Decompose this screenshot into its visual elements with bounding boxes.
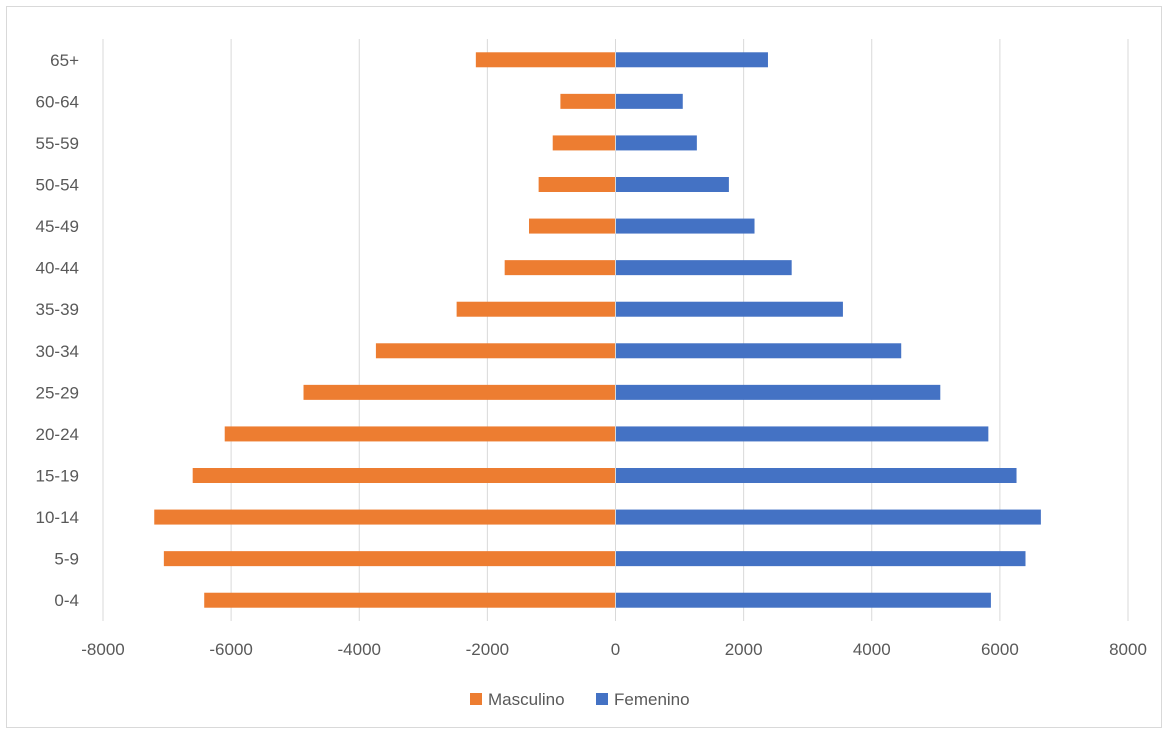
x-tick-label: 0 <box>611 640 620 659</box>
bar-femenino-30-34 <box>615 343 902 359</box>
y-tick-label: 60-64 <box>36 92 79 111</box>
bar-masculino-15-19 <box>192 468 616 483</box>
bar-masculino-65+ <box>475 52 616 68</box>
y-tick-label: 25-29 <box>36 383 79 402</box>
bar-femenino-15-19 <box>615 468 1017 483</box>
bar-masculino-30-34 <box>375 343 616 359</box>
y-tick-label: 35-39 <box>36 300 79 319</box>
bar-masculino-0-4 <box>204 592 616 608</box>
bar-femenino-50-54 <box>615 177 729 192</box>
x-tick-label: -8000 <box>81 640 124 659</box>
y-tick-label: 45-49 <box>36 217 79 236</box>
bar-femenino-45-49 <box>615 218 755 234</box>
legend-label-femenino: Femenino <box>614 690 690 709</box>
y-tick-label: 55-59 <box>36 134 79 153</box>
bar-masculino-20-24 <box>224 426 616 442</box>
y-tick-label: 50-54 <box>36 176 79 195</box>
bar-femenino-55-59 <box>615 135 697 151</box>
bars <box>154 52 1041 608</box>
y-tick-label: 20-24 <box>36 425 79 444</box>
y-tick-label: 65+ <box>50 51 79 70</box>
legend-label-masculino: Masculino <box>488 690 565 709</box>
y-tick-label: 15-19 <box>36 467 79 486</box>
population-pyramid-chart: -8000 -6000 -4000 -2000 0 2000 4000 6000 8000 0-4… <box>36 39 1147 709</box>
bar-femenino-20-24 <box>615 426 989 442</box>
bar-masculino-55-59 <box>552 135 616 151</box>
bar-masculino-25-29 <box>303 384 616 400</box>
bar-masculino-40-44 <box>504 260 616 276</box>
bar-femenino-0-4 <box>615 592 991 608</box>
bar-femenino-65+ <box>615 52 768 68</box>
x-tick-label: -4000 <box>338 640 381 659</box>
legend-swatch-masculino <box>470 693 482 705</box>
x-tick-label: -2000 <box>466 640 509 659</box>
y-tick-label: 30-34 <box>36 342 79 361</box>
x-tick-label: -6000 <box>209 640 252 659</box>
y-tick-label: 10-14 <box>36 508 79 527</box>
bar-femenino-60-64 <box>615 93 683 109</box>
x-tick-label: 2000 <box>725 640 763 659</box>
legend-swatch-femenino <box>596 693 608 705</box>
bar-femenino-25-29 <box>615 384 941 400</box>
y-tick-label: 40-44 <box>36 259 79 278</box>
bar-masculino-35-39 <box>456 301 616 317</box>
legend: Masculino Femenino <box>470 690 690 709</box>
x-tick-label: 8000 <box>1109 640 1147 659</box>
bar-masculino-60-64 <box>560 93 616 109</box>
y-tick-label: 0-4 <box>54 591 79 610</box>
bar-femenino-5-9 <box>615 551 1026 567</box>
bar-masculino-5-9 <box>163 551 616 567</box>
bar-masculino-50-54 <box>538 177 616 192</box>
bar-femenino-10-14 <box>615 509 1041 525</box>
y-tick-label: 5-9 <box>54 550 79 569</box>
bar-masculino-10-14 <box>154 509 616 525</box>
bar-femenino-35-39 <box>615 301 843 317</box>
x-tick-label: 6000 <box>981 640 1019 659</box>
chart-area: -8000 -6000 -4000 -2000 0 2000 4000 6000 8000 0-4… <box>6 6 1162 728</box>
axes: -8000 -6000 -4000 -2000 0 2000 4000 6000 8000 0-4… <box>36 39 1147 659</box>
x-tick-label: 4000 <box>853 640 891 659</box>
bar-masculino-45-49 <box>529 218 616 234</box>
bar-femenino-40-44 <box>615 260 792 276</box>
